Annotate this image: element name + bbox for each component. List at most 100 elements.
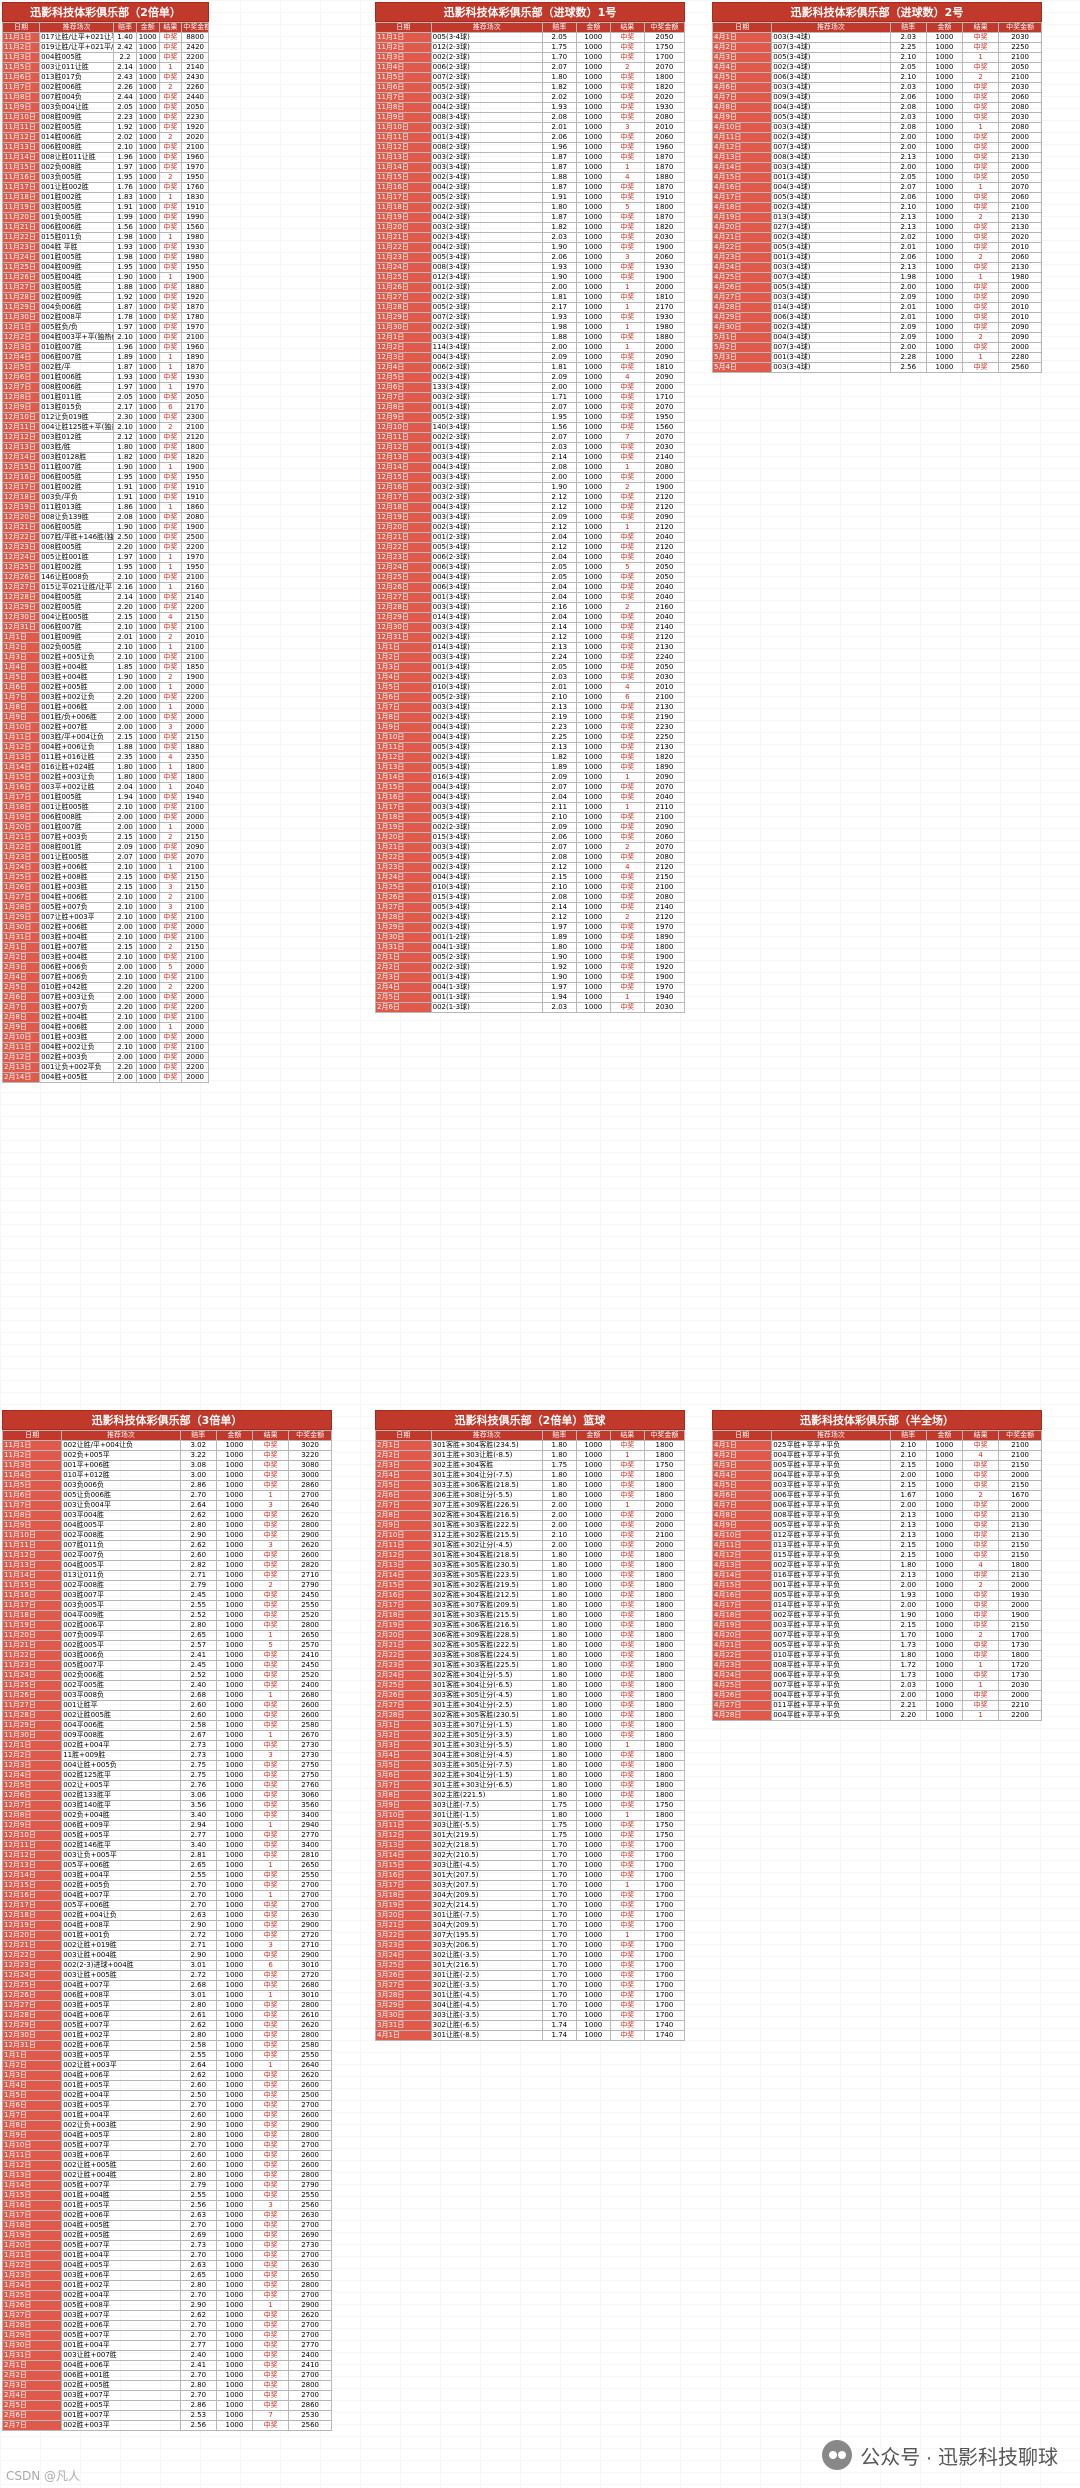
stake-cell: 1000: [575, 312, 611, 323]
odds-cell: 2.64: [179, 2060, 217, 2071]
table-row: 11月25日 002平005胜 2.40 1000 中奖 2400: [1, 1680, 332, 1691]
stake-cell: 1000: [215, 1440, 254, 1451]
table-row: 3月26日 301让胜(-2.5) 1.70 1000 中奖 1700: [375, 1970, 686, 1981]
stake-cell: 1000: [215, 2260, 254, 2271]
result-cell: 中奖: [252, 2250, 290, 2261]
stake-cell: 1000: [575, 382, 611, 393]
stake-cell: 1000: [575, 102, 611, 113]
table-row: 2月5日 001(1-3球) 1.94 1000 1 1940: [375, 992, 686, 1003]
odds-cell: 2.00: [889, 1580, 927, 1591]
pick-cell: 004胜003平+平(独热优化): [39, 332, 115, 343]
result-cell: 中奖: [252, 1700, 290, 1711]
stake-cell: 1000: [925, 1450, 964, 1461]
stake-cell: 1000: [925, 1480, 964, 1491]
result-cell: 中奖: [158, 292, 183, 303]
result-cell: 中奖: [252, 2290, 290, 2301]
odds-cell: 2.03: [541, 232, 577, 243]
result-cell: 中奖: [609, 732, 645, 743]
date-cell: 4月21日: [711, 232, 773, 243]
table-row: 3月21日 304大(209.5) 1.70 1000 中奖 1700: [375, 1920, 686, 1931]
table-row: 2月11日 004胜+002让负 2.10 1000 中奖 2100: [1, 1042, 209, 1053]
result-cell: 2: [962, 332, 1000, 343]
pick-cell: 002胜006胜: [39, 82, 115, 93]
payout-cell: 2020: [643, 92, 686, 103]
payout-cell: 1800: [998, 1650, 1042, 1661]
payout-cell: 1880: [181, 282, 209, 293]
pick-cell: 007(3-4球): [771, 142, 891, 153]
date-cell: 2月4日: [375, 1470, 432, 1481]
payout-cell: 1800: [643, 1730, 686, 1741]
table-row: 12月20日 008让负139胜 2.08 1000 中奖 2080: [1, 512, 209, 523]
stake-cell: 1000: [575, 2020, 611, 2031]
result-cell: 中奖: [962, 1520, 1000, 1531]
table-row: 11月24日 008(3-4球) 1.93 1000 中奖 1930: [375, 262, 686, 273]
table-row: 11月8日 007胜004负 2.44 1000 中奖 2440: [1, 92, 209, 103]
table-row: 11月28日 005(2-3球) 2.17 1000 1 2170: [375, 302, 686, 313]
odds-cell: 1.80: [113, 442, 137, 453]
result-cell: 中奖: [252, 1880, 290, 1891]
date-cell: 11月15日: [1, 162, 41, 173]
date-cell: 11月4日: [375, 62, 432, 73]
result-cell: 中奖: [609, 2000, 645, 2011]
table-row: 11月16日 003负005胜 1.95 1000 2 1950: [1, 172, 209, 183]
pick-cell: 005胜004胜: [39, 272, 115, 283]
stake-cell: 1000: [575, 702, 611, 713]
result-cell: 中奖: [252, 1440, 290, 1451]
table-row: 4月1日 003(3-4球) 2.03 1000 中奖 2030: [711, 32, 1042, 43]
date-cell: 1月4日: [375, 672, 432, 683]
table-row: 2月2日 003胜+004胜 2.10 1000 中奖 2100: [1, 952, 209, 963]
table-row: 12月29日 005胜+007平 2.62 1000 中奖 2620: [1, 2020, 332, 2031]
table-row: 11月22日 003胜006负 2.41 1000 中奖 2410: [1, 1650, 332, 1661]
pick-cell: 019让胜/让平+021平/让平: [39, 42, 115, 53]
result-cell: 中奖: [158, 372, 183, 383]
payout-cell: 1700: [643, 1910, 686, 1921]
payout-cell: 1800: [643, 1550, 686, 1561]
stake-cell: 1000: [575, 762, 611, 773]
pick-cell: 003(3-4球): [430, 512, 543, 523]
stake-cell: 1000: [925, 152, 964, 163]
result-cell: 中奖: [252, 1980, 290, 1991]
payout-cell: 1980: [181, 252, 209, 263]
column-header: 推荐场次: [39, 22, 115, 33]
payout-cell: 2550: [288, 1600, 332, 1611]
date-cell: 11月12日: [1, 1550, 63, 1561]
result-cell: 中奖: [609, 872, 645, 883]
date-cell: 2月5日: [1, 982, 41, 993]
result-cell: 1: [962, 52, 1000, 63]
pick-cell: 004让胜005胜: [39, 612, 115, 623]
table-row: 4月25日 007(3-4球) 1.98 1000 1 1980: [711, 272, 1042, 283]
pick-cell: 004(3-4球): [430, 462, 543, 473]
result-cell: 中奖: [962, 262, 1000, 273]
stake-cell: 1000: [575, 1780, 611, 1791]
odds-cell: 2.55: [179, 1600, 217, 1611]
payout-cell: 2300: [181, 412, 209, 423]
date-cell: 11月20日: [375, 222, 432, 233]
pick-cell: 013平胜+平平+平负: [771, 1540, 891, 1551]
date-cell: 2月8日: [1, 1012, 41, 1023]
result-cell: 中奖: [252, 2150, 290, 2161]
payout-cell: 2030: [998, 1680, 1042, 1691]
table-row: 12月23日 002(2-3)进球+004胜 3.01 1000 6 3010: [1, 1960, 332, 1971]
result-cell: 中奖: [609, 1910, 645, 1921]
payout-cell: 2200: [181, 542, 209, 553]
date-cell: 3月29日: [375, 2000, 432, 2011]
date-cell: 3月18日: [375, 1890, 432, 1901]
table-row: 1月11日 003胜/平+004让负 2.15 1000 中奖 2150: [1, 732, 209, 743]
result-cell: 中奖: [252, 2120, 290, 2131]
odds-cell: 2.15: [889, 1540, 927, 1551]
payout-cell: 1780: [181, 312, 209, 323]
date-cell: 2月3日: [375, 1460, 432, 1471]
date-cell: 2月2日: [375, 1450, 432, 1461]
odds-cell: 3.02: [179, 1440, 217, 1451]
table-row: 1月14日 016(3-4球) 2.09 1000 1 2090: [375, 772, 686, 783]
table-row: 11月26日 001(2-3球) 2.00 1000 1 2000: [375, 282, 686, 293]
pick-cell: 303客胜+307客胜(209.5): [430, 1600, 543, 1611]
column-header: 日期: [375, 22, 432, 33]
result-cell: 中奖: [609, 1990, 645, 2001]
date-cell: 1月24日: [375, 872, 432, 883]
stake-cell: 1000: [135, 952, 160, 963]
odds-cell: 1.75: [541, 1830, 577, 1841]
date-cell: 12月14日: [1, 452, 41, 463]
payout-cell: 2070: [643, 782, 686, 793]
